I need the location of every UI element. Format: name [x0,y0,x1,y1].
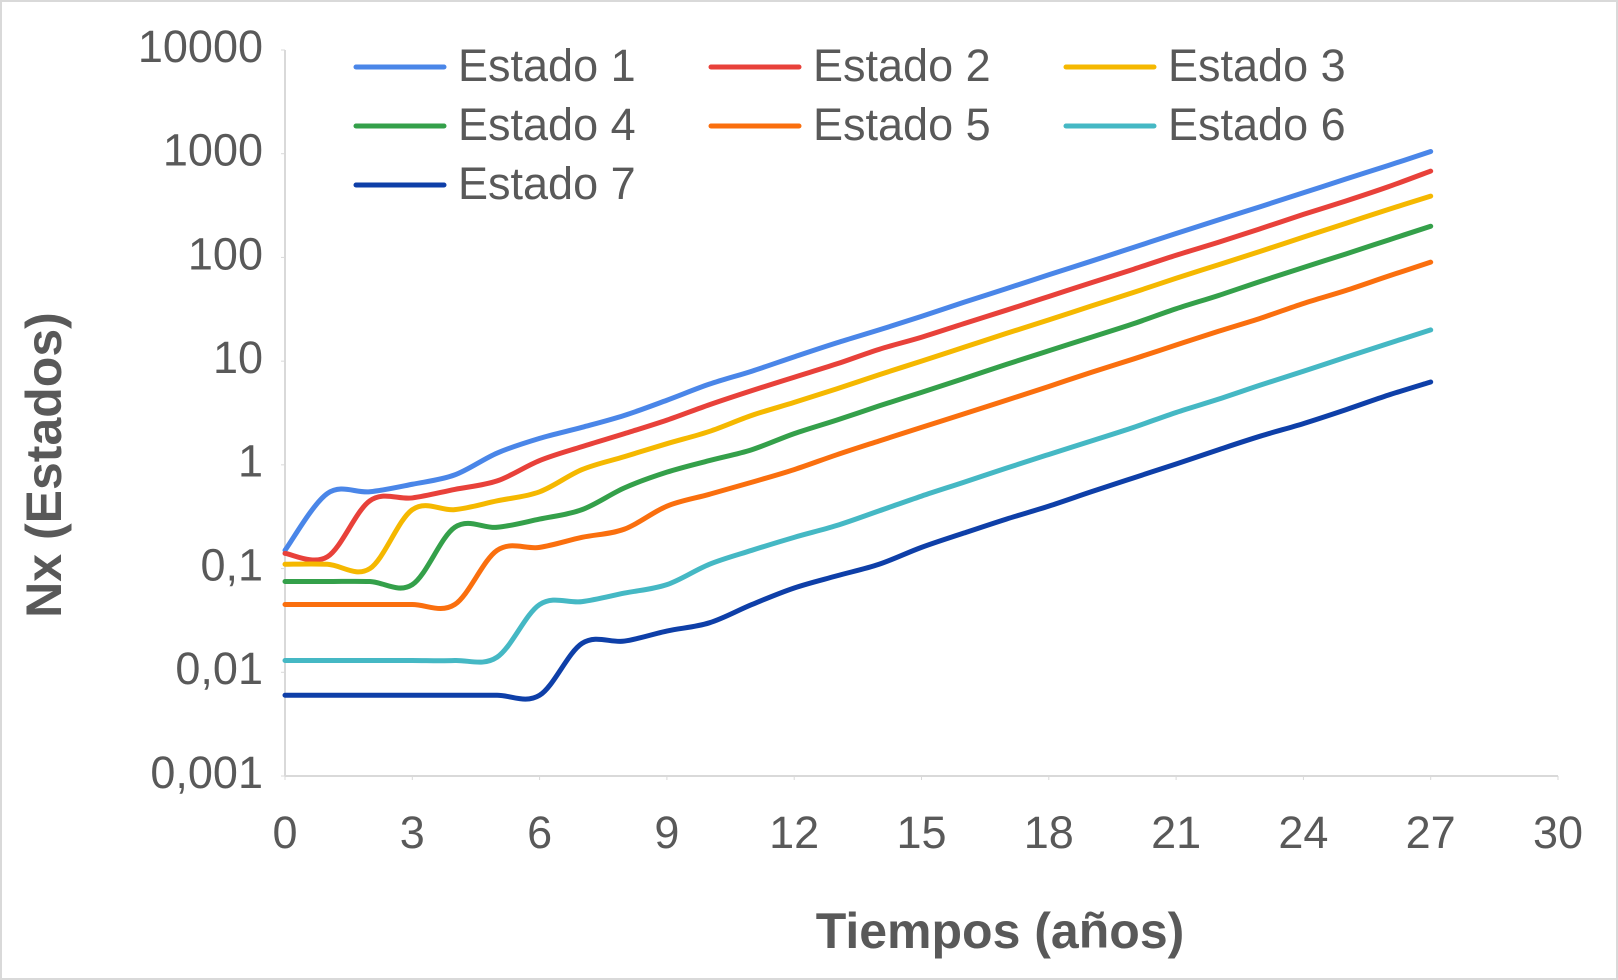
x-tick-label: 18 [1024,807,1074,858]
y-tick-label: 1000 [163,125,263,176]
x-tick-label: 21 [1151,807,1201,858]
x-axis-title: Tiempos (años) [816,903,1185,959]
y-tick-label: 10 [213,332,263,383]
legend-label: Estado 7 [458,158,636,209]
x-tick-label: 30 [1533,807,1583,858]
x-tick-label: 0 [272,807,297,858]
y-tick-label: 100 [188,228,263,279]
y-tick-label: 10000 [138,21,263,72]
x-tick-label: 9 [654,807,679,858]
series-line [282,168,1434,563]
series-line [282,223,1434,591]
x-tick-label: 3 [400,807,425,858]
series-line [282,327,1434,665]
y-axis-title: Nx (Estados) [16,312,72,618]
series-line [282,193,1434,575]
x-tick-label: 24 [1278,807,1328,858]
y-tick-label: 0,01 [175,643,263,694]
legend-label: Estado 6 [1168,99,1346,150]
y-tick-label: 1 [238,436,263,487]
y-tick-label: 0,1 [200,539,263,590]
legend-label: Estado 1 [458,40,636,91]
legend-label: Estado 5 [813,99,991,150]
series-line [282,379,1434,702]
x-tick-label: 6 [527,807,552,858]
x-tick-label: 12 [769,807,819,858]
series-line [282,149,1434,553]
legend-label: Estado 4 [458,99,636,150]
legend-label: Estado 3 [1168,40,1346,91]
x-tick-label: 27 [1406,807,1456,858]
legend-label: Estado 2 [813,40,991,91]
y-tick-label: 0,001 [150,747,263,798]
series-line [282,259,1434,612]
x-tick-label: 15 [896,807,946,858]
